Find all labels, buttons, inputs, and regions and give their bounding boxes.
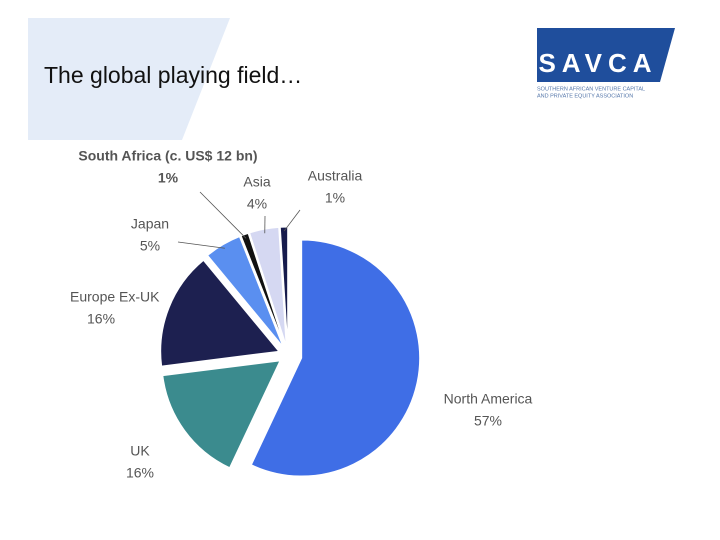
slice-value-label: 16% [126,465,154,481]
slice-value-label: 16% [87,311,115,327]
pie-slice [206,236,284,347]
slice-value-label: 1% [325,190,345,206]
logo-name: SAVCA [538,48,657,78]
slice-label: South Africa (c. US$ 12 bn) [78,148,257,164]
slice-value-label: 5% [140,238,160,254]
pie-slice [250,239,421,477]
pie-slice [249,226,287,346]
pie-slice [162,360,281,469]
logo-tagline: AND PRIVATE EQUITY ASSOCIATION [537,93,633,99]
slice-value-label: 1% [158,170,179,186]
slice-label: Japan [131,216,169,232]
slice-value-label: 57% [474,413,502,429]
logo: SAVCA SOUTHERN AFRICAN VENTURE CAPITAL A… [537,28,675,99]
logo-tagline: SOUTHERN AFRICAN VENTURE CAPITAL [537,86,645,92]
slide-title: The global playing field… [44,62,302,88]
slice-label: Europe Ex-UK [70,289,160,305]
slice-label: Australia [308,168,363,184]
leader-line [199,191,247,239]
pie-slice [240,232,286,346]
slice-value-label: 4% [247,196,267,212]
title-band [28,18,230,140]
logo-box [537,28,675,82]
pie-slice [160,259,280,367]
leader-line [283,209,301,232]
slice-label: UK [130,443,150,459]
leader-line [177,241,225,249]
pie-slice [279,226,289,346]
slice-label: Asia [243,174,270,190]
slice-label: North America [444,391,533,407]
